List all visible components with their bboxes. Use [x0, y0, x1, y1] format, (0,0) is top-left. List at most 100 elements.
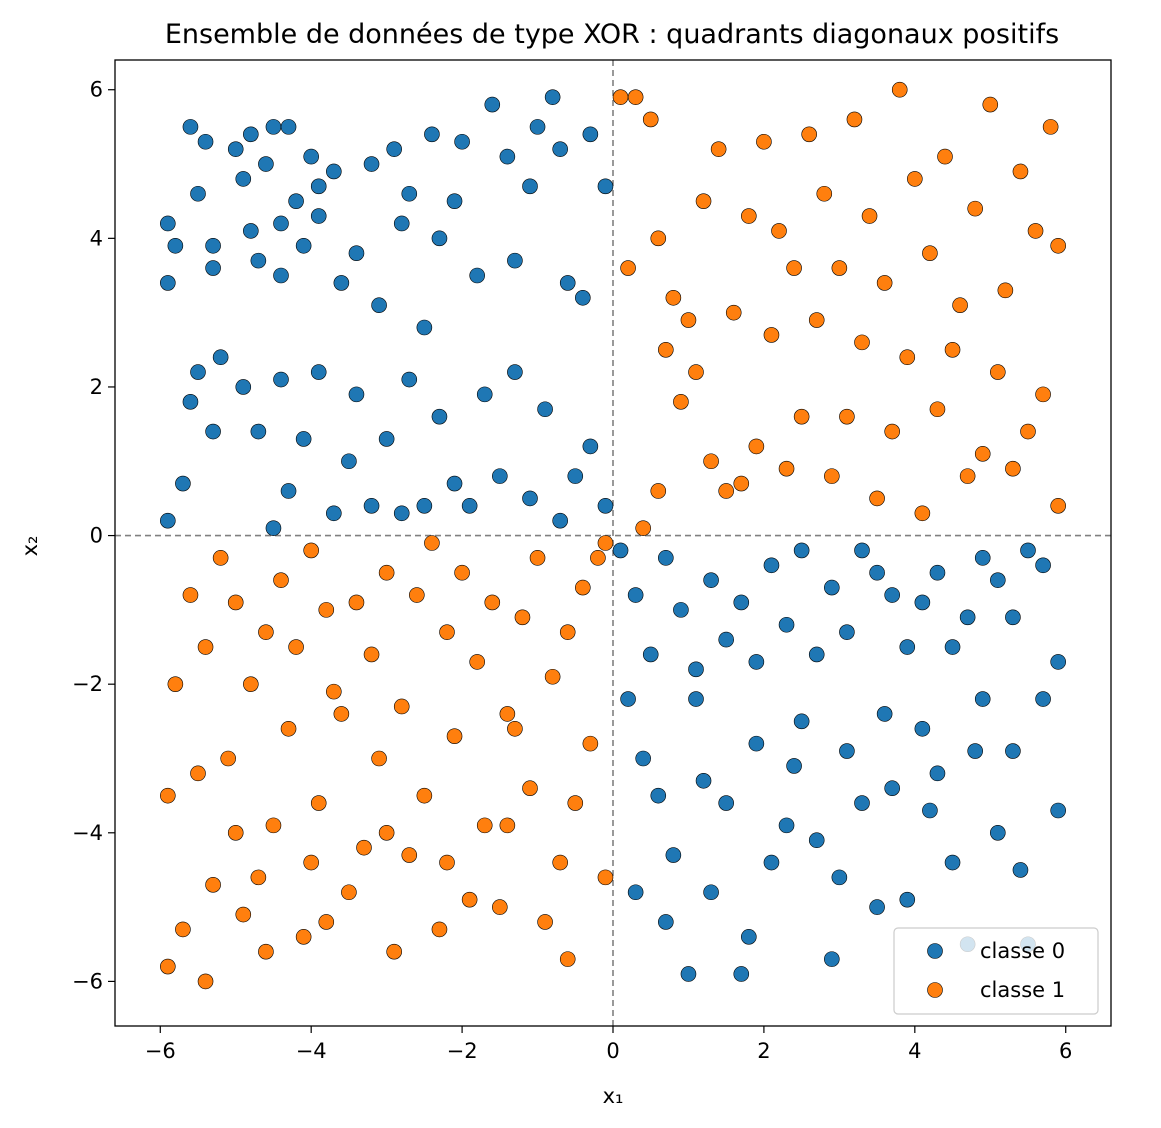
data-point — [461, 498, 478, 514]
data-point — [182, 119, 199, 135]
x-tick-label: 6 — [1059, 1039, 1072, 1063]
data-point — [1020, 423, 1036, 440]
data-point — [914, 720, 931, 737]
data-point — [544, 89, 561, 105]
data-point — [658, 550, 674, 566]
data-point — [575, 289, 591, 306]
data-point — [869, 490, 885, 507]
data-point — [582, 126, 599, 143]
data-point — [673, 394, 689, 410]
x-tick-label: −2 — [447, 1039, 478, 1063]
data-point — [197, 133, 214, 150]
data-point — [326, 163, 342, 180]
legend-label-class-0: classe 0 — [980, 939, 1065, 963]
data-point — [160, 512, 176, 529]
data-point — [907, 171, 923, 187]
data-point — [801, 126, 817, 143]
data-point — [967, 743, 983, 759]
data-point — [235, 379, 252, 395]
data-point — [922, 802, 938, 819]
data-point — [688, 661, 704, 678]
data-point — [348, 245, 365, 261]
y-tick-label: 0 — [90, 524, 103, 548]
data-point — [529, 119, 546, 135]
data-point — [401, 847, 418, 863]
data-point — [974, 446, 991, 462]
data-point — [378, 564, 395, 581]
data-point — [741, 929, 757, 945]
data-point — [544, 668, 561, 685]
data-point — [733, 966, 750, 982]
data-point — [718, 483, 734, 499]
data-point — [876, 706, 893, 722]
data-point — [929, 401, 946, 418]
data-point — [839, 624, 855, 640]
data-point — [522, 178, 538, 195]
data-point — [280, 720, 297, 737]
data-point — [990, 364, 1006, 380]
y-axis-ticks: −6 −4 −2 0 2 4 6 — [72, 78, 115, 993]
data-point — [1027, 223, 1044, 239]
data-point — [876, 275, 893, 291]
data-point — [944, 341, 961, 358]
data-point — [227, 824, 244, 841]
data-point — [899, 639, 916, 655]
series-class-0 — [160, 89, 1066, 982]
x-tick-label: −6 — [145, 1039, 176, 1063]
legend-label-class-1: classe 1 — [980, 978, 1065, 1002]
data-point — [1012, 163, 1029, 180]
data-point — [424, 535, 440, 551]
data-point — [839, 743, 855, 759]
data-point — [967, 200, 983, 217]
data-point — [1050, 498, 1066, 514]
data-point — [439, 854, 455, 871]
data-point — [393, 215, 410, 232]
data-point — [205, 877, 221, 893]
data-point — [333, 275, 350, 291]
y-tick-label: −4 — [72, 821, 103, 845]
data-point — [612, 542, 629, 559]
data-point — [929, 564, 946, 581]
data-point — [182, 587, 199, 603]
data-point — [522, 490, 538, 507]
data-point — [997, 282, 1014, 299]
data-point — [741, 208, 757, 224]
data-point — [363, 156, 380, 172]
data-point — [303, 542, 319, 559]
data-point — [326, 505, 342, 522]
data-point — [1005, 609, 1021, 626]
data-point — [537, 401, 553, 418]
data-point — [771, 223, 787, 239]
data-point — [937, 148, 953, 165]
data-point — [348, 386, 365, 403]
data-point — [597, 178, 614, 195]
data-point — [250, 869, 267, 886]
data-point — [280, 119, 297, 135]
x-tick-label: 2 — [757, 1039, 770, 1063]
data-point — [356, 839, 372, 856]
data-point — [929, 765, 946, 782]
data-point — [303, 148, 319, 165]
data-point — [235, 171, 252, 187]
data-point — [243, 223, 259, 239]
data-point — [393, 698, 410, 715]
data-point — [786, 260, 802, 276]
data-point — [688, 364, 704, 380]
data-point — [333, 706, 350, 722]
data-point — [514, 609, 531, 626]
data-point — [476, 817, 493, 834]
y-tick-label: 2 — [90, 375, 103, 399]
data-point — [303, 854, 319, 871]
data-point — [695, 193, 712, 209]
series-class-1 — [160, 81, 1066, 990]
data-point — [265, 119, 282, 135]
data-point — [703, 453, 719, 470]
data-point — [854, 542, 870, 559]
data-point — [424, 126, 440, 143]
data-point — [409, 587, 425, 603]
data-point — [869, 899, 885, 915]
data-point — [642, 111, 659, 128]
data-point — [952, 297, 968, 314]
data-point — [793, 713, 810, 730]
data-point — [891, 81, 908, 98]
